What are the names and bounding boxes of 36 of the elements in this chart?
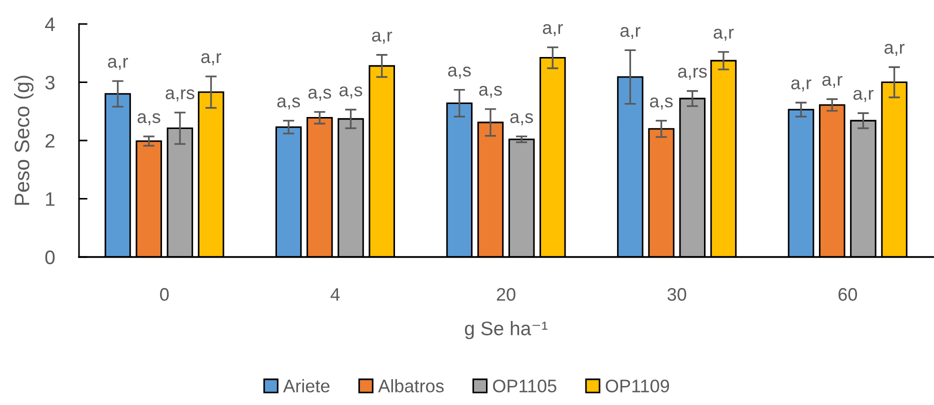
- legend-label: OP1109: [606, 380, 670, 392]
- legend-label: Ariete: [283, 379, 330, 392]
- x-tick-label: 30: [667, 288, 686, 301]
- data-label: a,s: [650, 98, 673, 110]
- legend-label: OP1105: [493, 380, 556, 392]
- data-label: a,r: [372, 32, 392, 44]
- data-label: a,r: [108, 58, 128, 70]
- data-label: a,s: [339, 86, 362, 98]
- data-label: a,s: [138, 113, 160, 126]
- data-label: a,r: [853, 90, 874, 102]
- x-tick-label: 0: [160, 288, 169, 301]
- data-label: a,r: [620, 27, 640, 40]
- x-tick-label: 20: [496, 288, 516, 301]
- y-tick-label: 0: [45, 250, 55, 264]
- x-axis-title: g Se ha⁻¹: [464, 321, 548, 340]
- x-tick-label: 4: [330, 288, 340, 301]
- data-label: a,r: [822, 76, 842, 88]
- data-label: a,s: [479, 86, 502, 98]
- data-label: a,s: [277, 98, 300, 110]
- y-tick-label: 4: [45, 18, 55, 32]
- y-axis-title: Peso Seco (g): [14, 76, 34, 205]
- data-label: a,s: [448, 66, 471, 79]
- y-tick-label: 1: [46, 192, 54, 206]
- y-tick-label: 2: [46, 134, 54, 148]
- data-label: a,r: [542, 24, 563, 36]
- data-label: a,rs: [166, 89, 194, 102]
- data-label: a,rs: [678, 68, 707, 80]
- data-label: a,s: [308, 88, 332, 101]
- x-tick-label: 60: [838, 288, 857, 301]
- data-label: a,r: [201, 53, 222, 66]
- data-label: a,r: [714, 28, 734, 41]
- data-label: a,r: [884, 44, 905, 56]
- data-label: a,r: [791, 79, 812, 92]
- y-tick-label: 3: [45, 76, 55, 90]
- legend-label: Albatros: [378, 379, 444, 392]
- data-label: a,s: [510, 113, 533, 126]
